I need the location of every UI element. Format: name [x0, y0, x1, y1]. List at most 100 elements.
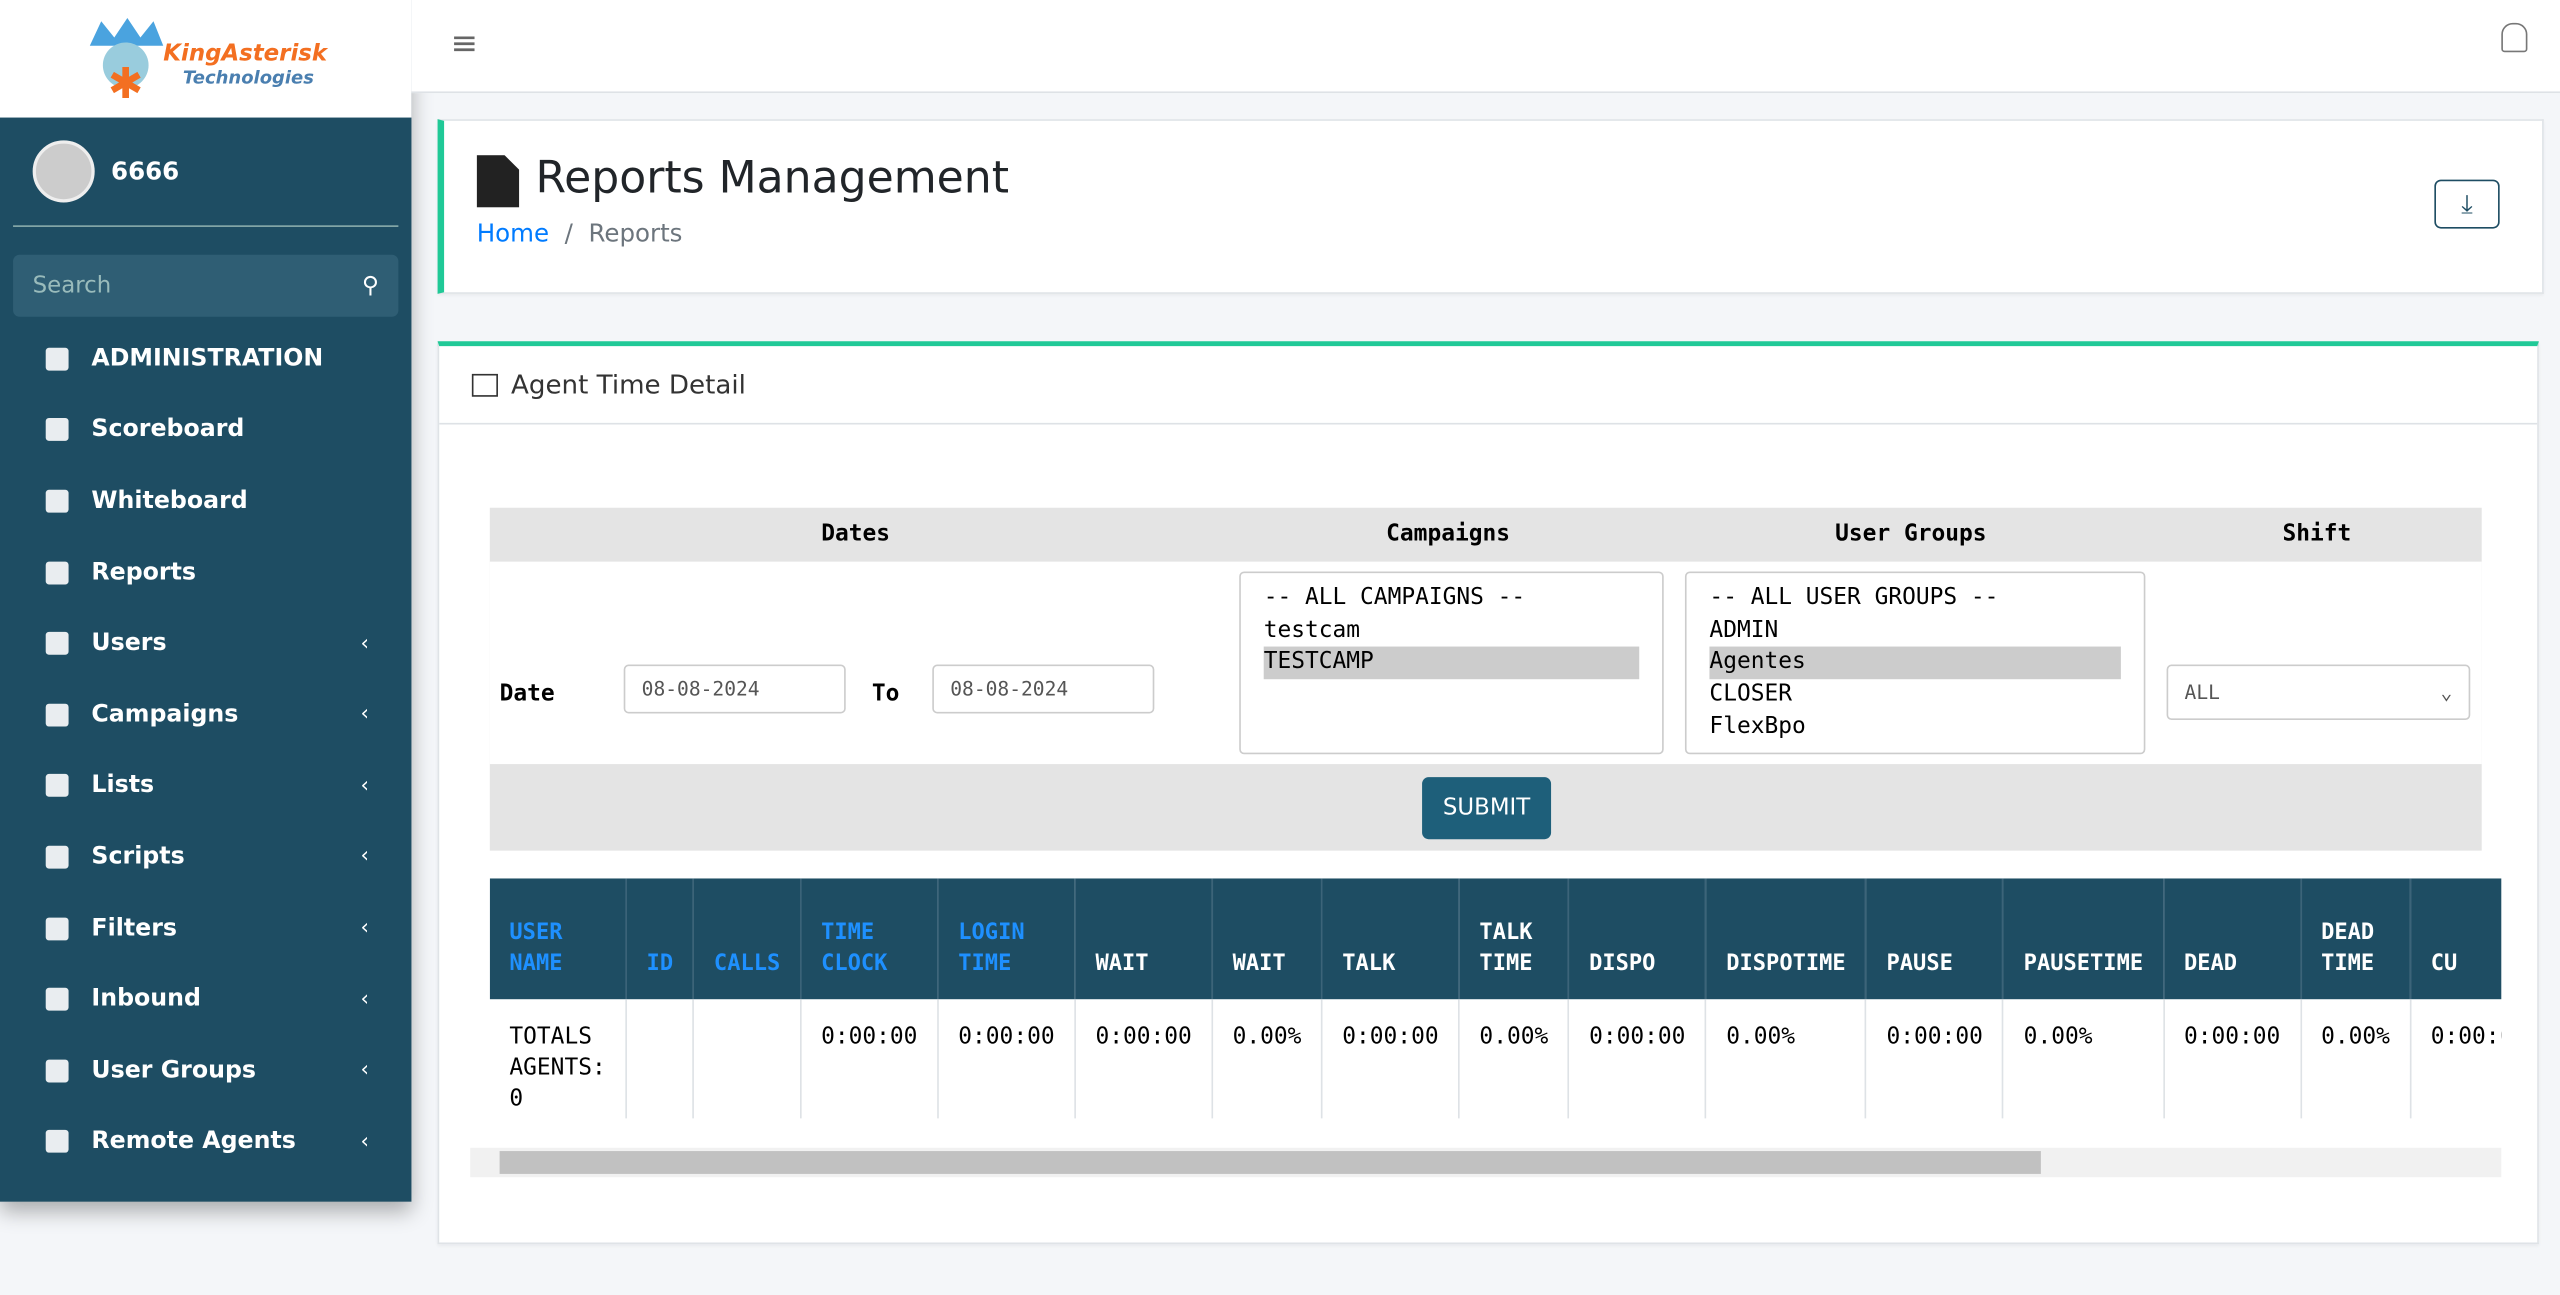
- list-option[interactable]: ADMIN: [1709, 616, 1779, 643]
- breadcrumb: Home / Reports: [476, 218, 683, 249]
- list-option[interactable]: CLOSER: [1709, 681, 1793, 708]
- nav-item[interactable]: Reports: [0, 537, 411, 608]
- search-box[interactable]: Search ⚲: [13, 254, 399, 317]
- column-header: PAUSE: [1866, 878, 2005, 1000]
- list-option[interactable]: testcam: [1263, 616, 1361, 643]
- cell: 0:00:00: [1321, 999, 1460, 1119]
- scrollbar[interactable]: [470, 1147, 2502, 1178]
- campaign-list[interactable]: -- ALL CAMPAIGNS -- testcam TESTCAMP: [1239, 571, 1664, 755]
- nav-label: Campaigns: [91, 701, 239, 728]
- nav-caret: ‹: [360, 844, 369, 870]
- date-from[interactable]: 08-08-2024: [623, 664, 846, 714]
- column-header[interactable]: LOGIN TIME: [937, 878, 1076, 1000]
- page-header: Reports Management Home / Reports ⤓: [437, 119, 2544, 294]
- header-row: USER NAME ID CALLS TIME CLOCK LOGIN TIME WAIT…: [489, 878, 2502, 1000]
- column-header[interactable]: ID: [626, 878, 695, 1000]
- user-name: 6666: [111, 156, 180, 187]
- user-icon[interactable]: [2501, 22, 2528, 53]
- list-option[interactable]: -- ALL CAMPAIGNS --: [1263, 584, 1526, 611]
- list-option[interactable]: TESTCAMP: [1263, 647, 1640, 680]
- cell: 0.00%: [1212, 999, 1323, 1119]
- shift-select[interactable]: ALL ⌄: [2166, 664, 2471, 721]
- avatar: [32, 140, 95, 203]
- filter-header: Campaigns: [1386, 520, 1511, 547]
- nav-caret: ‹: [360, 1058, 369, 1083]
- user-panel[interactable]: 6666: [13, 118, 399, 227]
- nav-item[interactable]: Scoreboard: [0, 394, 411, 465]
- caret: ⌄: [2440, 680, 2453, 704]
- table-wrap: USER NAME ID CALLS TIME CLOCK LOGIN TIME WAIT…: [489, 878, 2502, 1119]
- breadcrumb-link[interactable]: Home: [476, 218, 550, 249]
- nav-item[interactable]: ADMINISTRATION: [0, 323, 411, 394]
- nav-label: Reports: [91, 559, 197, 586]
- nav-label: Lists: [91, 772, 155, 799]
- nav-icon: [45, 489, 69, 513]
- nav-icon: [45, 774, 69, 798]
- menu-toggle[interactable]: ≡: [450, 22, 478, 63]
- nav-item[interactable]: Scripts ‹: [0, 822, 411, 893]
- column-header: TALK: [1321, 878, 1460, 1000]
- nav-label: Users: [91, 630, 167, 657]
- user-group-list[interactable]: -- ALL USER GROUPS -- ADMIN Agentes CLOSER F…: [1684, 571, 2146, 755]
- filter-header: Shift: [2282, 520, 2352, 547]
- logo[interactable]: ✱ KingAsterisk Technologies: [0, 0, 412, 118]
- nav-item[interactable]: Inbound ‹: [0, 964, 411, 1035]
- cell: 0:00:00: [1568, 999, 1707, 1119]
- date-to[interactable]: 08-08-2024: [932, 664, 1155, 714]
- nav-icon: [45, 988, 69, 1011]
- nav-label: ADMINISTRATION: [91, 345, 324, 372]
- nav-item[interactable]: Remote Agents ‹: [0, 1106, 411, 1177]
- column-header[interactable]: CALLS: [693, 878, 802, 1000]
- search-icon[interactable]: ⚲: [362, 272, 379, 299]
- column-header: PAUSETIME: [2003, 878, 2165, 1000]
- nav-item[interactable]: Users ‹: [0, 608, 411, 679]
- brand-sub: Technologies: [182, 66, 314, 89]
- column-header[interactable]: TIME CLOCK: [800, 878, 939, 1000]
- card-icon: [471, 373, 498, 396]
- nav-label: User Groups: [91, 1057, 257, 1084]
- nav-label: Remote Agents: [91, 1128, 296, 1155]
- nav-icon: [45, 1130, 69, 1154]
- nav-caret: ‹: [360, 773, 369, 799]
- search-placeholder: Search: [32, 272, 112, 299]
- nav-caret: ‹: [360, 631, 369, 656]
- nav-caret: ‹: [360, 987, 369, 1012]
- cell: 0.00%: [1705, 999, 1867, 1119]
- filter-header: User Groups: [1835, 520, 1987, 547]
- nav-icon: [45, 1059, 69, 1083]
- date-from-value: 08-08-2024: [641, 677, 760, 701]
- column-header: DEAD TIME: [2300, 878, 2412, 1000]
- logo-icon: ✱: [89, 17, 164, 109]
- cell: 0:00:00: [800, 999, 939, 1119]
- shift-value: ALL: [2184, 680, 2220, 704]
- list-option[interactable]: Agentes: [1709, 647, 2121, 680]
- nav-label: Scripts: [91, 844, 185, 871]
- column-header: DISPO: [1568, 878, 1707, 1000]
- nav-item[interactable]: Whiteboard: [0, 466, 411, 537]
- nav-icon: [45, 418, 69, 442]
- list-option[interactable]: -- ALL USER GROUPS --: [1709, 584, 1999, 611]
- report-table: USER NAME ID CALLS TIME CLOCK LOGIN TIME WAIT…: [489, 878, 2502, 1119]
- column-header: WAIT: [1212, 878, 1323, 1000]
- nav-item[interactable]: Campaigns ‹: [0, 679, 411, 750]
- nav-item[interactable]: Lists ‹: [0, 750, 411, 821]
- list-option[interactable]: FlexBpo: [1709, 713, 1806, 740]
- cell: 0:00:00: [1866, 999, 2005, 1119]
- cell: 0:00:00: [1075, 999, 1214, 1119]
- sidebar: ✱ KingAsterisk Technologies 6666 Search ⚲…: [0, 0, 412, 1202]
- nav-icon: [45, 845, 69, 869]
- column-header[interactable]: USER NAME: [489, 878, 627, 1000]
- nav-item[interactable]: User Groups ‹: [0, 1035, 411, 1106]
- nav-item[interactable]: Filters ‹: [0, 893, 411, 964]
- nav-label: Scoreboard: [91, 416, 245, 444]
- download-button[interactable]: ⤓: [2434, 179, 2500, 229]
- nav-label: Filters: [91, 915, 177, 942]
- cell: [693, 999, 802, 1119]
- submit-button[interactable]: SUBMIT: [1422, 777, 1552, 840]
- cell: [626, 999, 695, 1119]
- scroll-thumb[interactable]: [499, 1151, 2041, 1174]
- card-title: Agent Time Detail: [511, 368, 746, 401]
